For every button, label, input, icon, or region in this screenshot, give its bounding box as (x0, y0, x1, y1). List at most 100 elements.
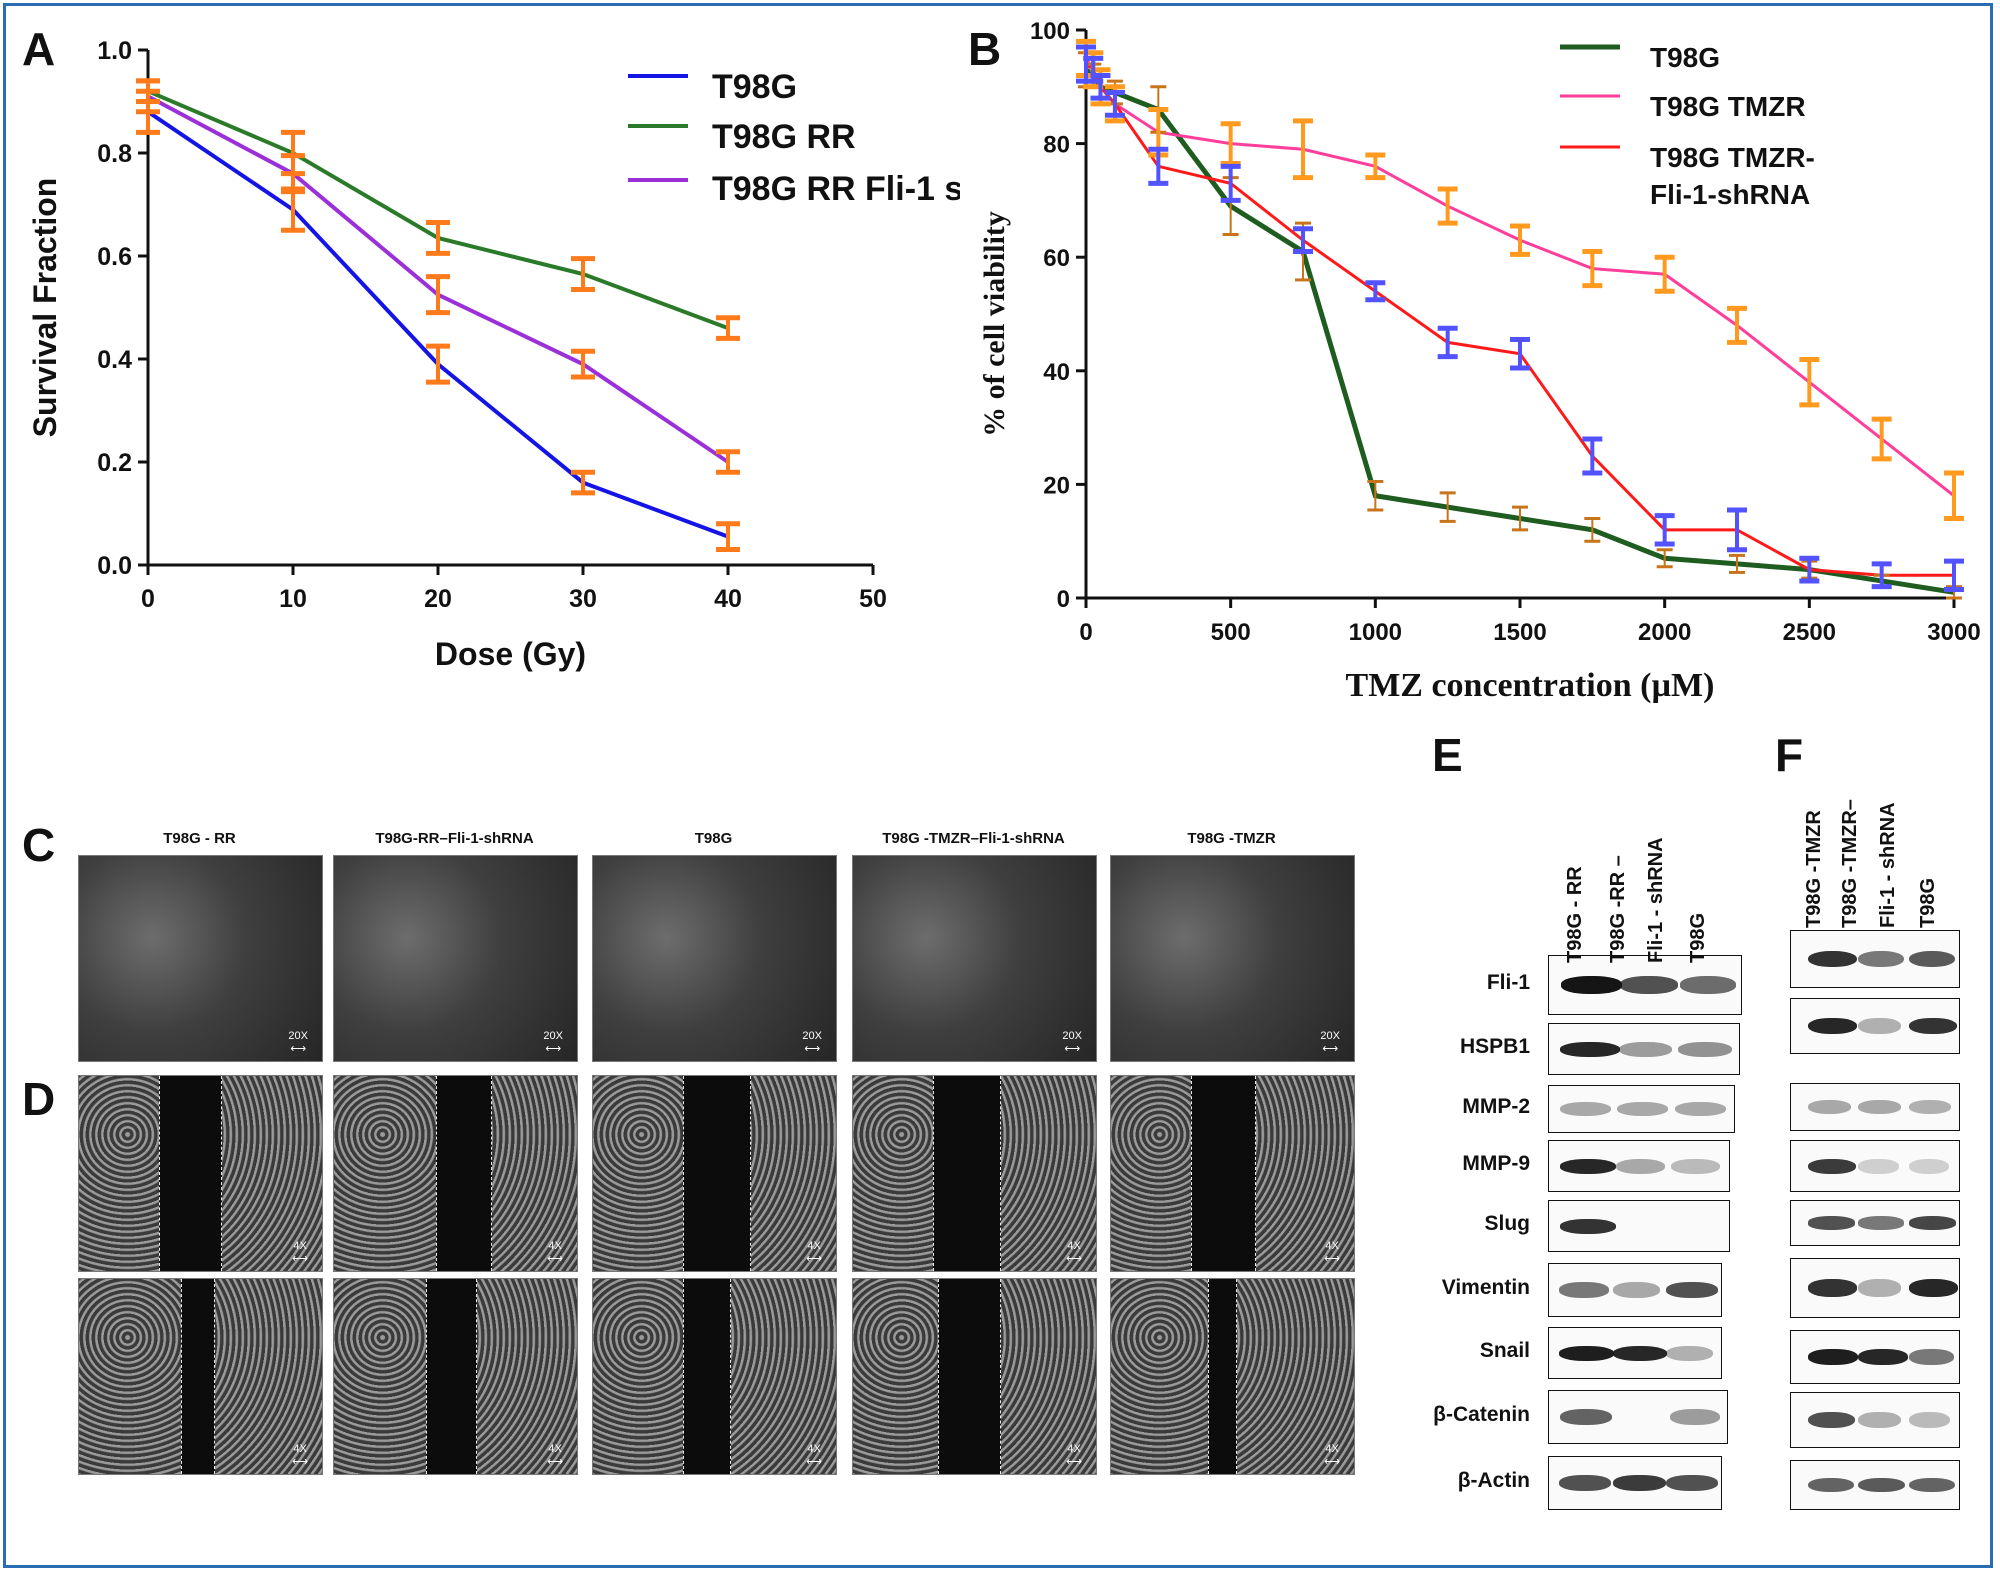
chart-a-survival: 0 10 20 30 40 50 0.0 0.2 0.4 0.6 0.8 1.0 Dose (Gy) Su… (27, 37, 960, 672)
protein-band (1858, 1349, 1908, 1365)
lane-label: T98G (1687, 912, 1709, 963)
protein-band (1858, 950, 1904, 968)
protein-band (1612, 1282, 1660, 1298)
protein-band (1619, 1041, 1673, 1057)
scale-bar: 20X ⟷ (288, 1030, 308, 1055)
phase-contrast-micrograph: 20X ⟷ (333, 855, 578, 1062)
x-tick-label: 50 (859, 585, 887, 613)
lane-label: T98G -TMZR (1803, 810, 1825, 928)
error-bar (1220, 121, 1241, 166)
double-arrow-icon: ⟷ (1066, 1253, 1082, 1265)
y-tick-label: 0.8 (97, 140, 132, 168)
x-tick-label: 2500 (1783, 619, 1836, 646)
protein-band (1620, 976, 1678, 994)
phase-contrast-micrograph: 20X ⟷ (1110, 855, 1355, 1062)
double-arrow-icon: ⟷ (545, 1043, 562, 1055)
protein-band (1858, 1100, 1902, 1114)
scale-bar: 4X ⟷ (806, 1443, 822, 1468)
protein-band (1612, 1475, 1666, 1491)
phase-contrast-micrograph: 20X ⟷ (852, 855, 1097, 1062)
error-bar (426, 220, 450, 256)
blot-strip (1790, 1460, 1960, 1510)
micrograph-label: T98G -TMZR–Fli-1-shRNA (882, 830, 1065, 847)
scale-bar: 4X ⟷ (1066, 1443, 1082, 1468)
protein-band (1908, 1349, 1954, 1365)
scale-bar: 20X ⟷ (543, 1030, 563, 1055)
blot-strip (1790, 1392, 1960, 1448)
blot-strip (1548, 1456, 1722, 1510)
error-bar (1871, 561, 1892, 590)
double-arrow-icon: ⟷ (1324, 1456, 1340, 1468)
protein-band (1908, 1279, 1958, 1297)
protein-label: Snail (1479, 1339, 1530, 1362)
protein-band (1908, 1477, 1955, 1493)
protein-label: Fli-1 (1486, 971, 1530, 994)
scale-bar: 4X ⟷ (547, 1443, 563, 1468)
scale-bar: 20X ⟷ (1062, 1030, 1082, 1055)
wound-assay-image: 4X ⟷ (78, 1075, 323, 1272)
protein-band (1670, 1409, 1720, 1425)
double-arrow-icon: ⟷ (292, 1456, 308, 1468)
magnification-label: 20X (1320, 1030, 1340, 1042)
panel-letter-b: B (968, 23, 1002, 75)
magnification-label: 4X (807, 1443, 821, 1455)
legend-label: T98G RR Fli-1 shRNA (712, 170, 960, 208)
protein-band (1674, 1102, 1726, 1116)
y-tick-label: 20 (1043, 472, 1070, 499)
scale-bar: 4X ⟷ (806, 1240, 822, 1265)
blot-strip (1548, 955, 1742, 1015)
wound-assay-image: 4X ⟷ (852, 1278, 1097, 1475)
series-line-0 (146, 110, 729, 539)
protein-band (1807, 1279, 1857, 1297)
blot-strip (1548, 1263, 1722, 1317)
protein-band (1665, 1282, 1718, 1298)
error-bar (1104, 89, 1125, 118)
error-bar (1799, 356, 1820, 408)
protein-band (1858, 1279, 1901, 1297)
protein-label: MMP-2 (1462, 1095, 1530, 1118)
phase-contrast-micrograph: 20X ⟷ (78, 855, 323, 1062)
error-bar (716, 449, 740, 475)
double-arrow-icon: ⟷ (1322, 1043, 1339, 1055)
double-arrow-icon: ⟷ (290, 1043, 307, 1055)
protein-band (1807, 950, 1857, 968)
protein-band (1858, 1216, 1904, 1230)
error-bar (1654, 513, 1675, 547)
double-arrow-icon: ⟷ (806, 1253, 822, 1265)
error-bar (136, 78, 160, 115)
protein-label: β-Actin (1457, 1469, 1530, 1492)
error-bar (1729, 553, 1745, 574)
lane-label: Fli-1 - shRNA (1645, 837, 1667, 963)
error-bar (1510, 337, 1530, 371)
x-tick-label: 1000 (1349, 619, 1402, 646)
magnification-label: 4X (1067, 1240, 1081, 1252)
magnification-label: 20X (543, 1030, 563, 1042)
protein-band (1559, 1158, 1617, 1174)
x-tick-label: 20 (424, 585, 452, 613)
error-bar (1220, 163, 1241, 203)
wound-assay-image: 4X ⟷ (1110, 1278, 1355, 1475)
wound-gap (159, 1076, 222, 1271)
protein-band (1807, 1158, 1857, 1174)
scale-bar: 20X ⟷ (802, 1030, 822, 1055)
double-arrow-icon: ⟷ (806, 1456, 822, 1468)
error-bar (1437, 186, 1458, 226)
legend-label: T98G (712, 68, 797, 106)
blot-strip (1548, 1200, 1730, 1252)
magnification-label: 20X (288, 1030, 308, 1042)
protein-band (1560, 1041, 1621, 1057)
error-bar (1727, 305, 1747, 345)
wound-gap (426, 1279, 477, 1474)
error-bar (1582, 436, 1603, 476)
protein-band (1807, 1017, 1858, 1035)
error-bar (1293, 118, 1313, 181)
error-bar (1582, 249, 1603, 289)
double-arrow-icon: ⟷ (1064, 1043, 1081, 1055)
protein-band (1908, 1100, 1951, 1114)
x-tick-label: 10 (279, 585, 307, 613)
wound-gap (938, 1279, 1001, 1474)
error-bar (571, 469, 595, 496)
magnification-label: 4X (1325, 1240, 1339, 1252)
error-bar (281, 186, 305, 233)
protein-band (1671, 1158, 1720, 1174)
